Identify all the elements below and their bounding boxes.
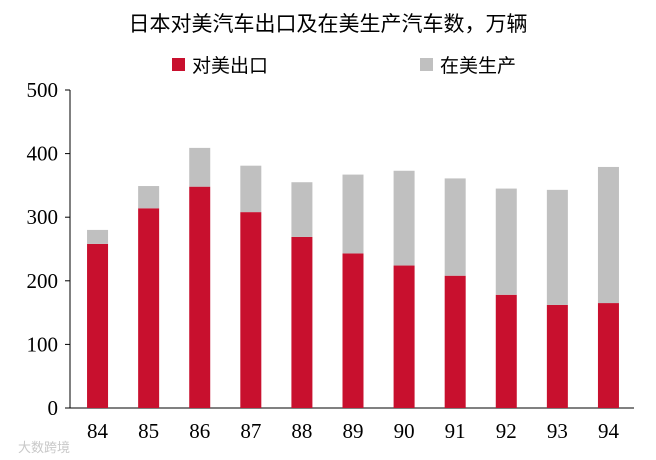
legend-swatch-export <box>172 58 185 71</box>
bar-local-production <box>546 189 568 305</box>
y-tick-label: 400 <box>27 142 59 166</box>
watermark: 大数跨境 <box>18 441 70 456</box>
y-tick-label: 300 <box>27 205 59 229</box>
bar-export <box>138 208 160 408</box>
x-tick-label: 87 <box>240 419 261 443</box>
y-tick-label: 500 <box>27 78 59 102</box>
bar-export <box>87 243 109 408</box>
x-tick-label: 85 <box>138 419 159 443</box>
bar-local-production <box>342 174 364 254</box>
bar-local-production <box>240 165 262 213</box>
x-tick-label: 92 <box>496 419 517 443</box>
bar-export <box>597 303 619 408</box>
x-tick-label: 90 <box>394 419 415 443</box>
bar-export <box>342 253 364 408</box>
legend-label-local-production: 在美生产 <box>440 55 516 77</box>
bar-local-production <box>189 147 211 187</box>
y-tick-label: 200 <box>27 269 59 293</box>
x-tick-label: 86 <box>189 419 210 443</box>
bar-local-production <box>87 229 109 244</box>
bar-export <box>291 236 313 408</box>
bar-local-production <box>393 170 415 266</box>
x-tick-label: 91 <box>445 419 466 443</box>
bar-export <box>444 275 466 408</box>
x-tick-label: 89 <box>343 419 364 443</box>
bar-export <box>495 294 517 408</box>
x-tick-label: 84 <box>87 419 109 443</box>
x-tick-label: 93 <box>547 419 568 443</box>
bar-export <box>240 212 262 408</box>
bar-export <box>546 304 568 408</box>
bar-local-production <box>444 178 466 276</box>
x-tick-label: 94 <box>598 419 620 443</box>
bar-local-production <box>138 186 160 209</box>
legend-label-export: 对美出口 <box>192 55 268 77</box>
chart-title: 日本对美汽车出口及在美生产汽车数，万辆 <box>129 12 528 36</box>
y-tick-label: 100 <box>27 332 59 356</box>
bar-local-production <box>495 188 517 295</box>
x-tick-label: 88 <box>291 419 312 443</box>
bar-export <box>189 186 211 408</box>
legend: 对美出口 在美生产 <box>172 55 516 77</box>
plot-area: 0 100 200 300 400 500 84 85 86 87 88 89 90 91 92 93 94 <box>27 78 634 443</box>
legend-swatch-local-production <box>420 58 433 71</box>
bar-local-production <box>291 182 313 237</box>
bar-export <box>393 265 415 408</box>
y-tick-label: 0 <box>48 396 59 420</box>
bar-local-production <box>597 166 619 304</box>
